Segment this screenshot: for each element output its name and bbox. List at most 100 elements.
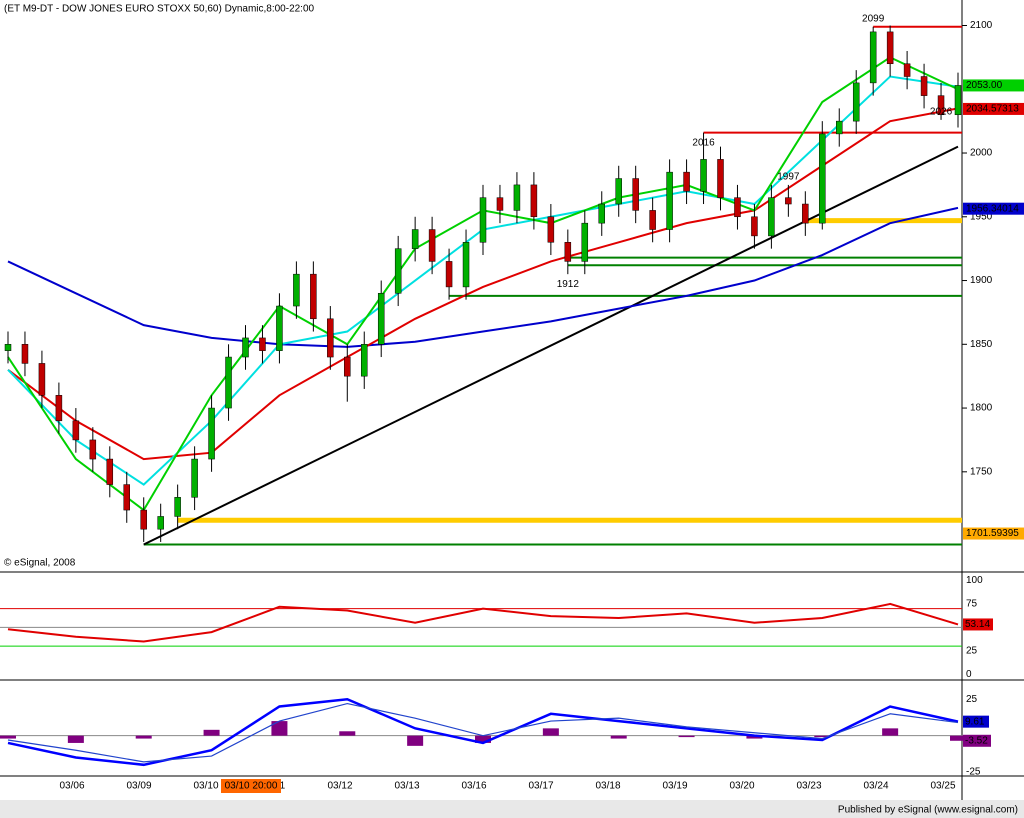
- histogram-bar: [67, 735, 84, 743]
- x-tick-label: 03/13: [394, 781, 419, 792]
- candle-body: [327, 318, 334, 358]
- candle-body: [4, 344, 12, 351]
- histogram-bar: [475, 735, 491, 743]
- price-annotation: 2026: [930, 107, 953, 118]
- y-tick-label: 25: [966, 694, 978, 705]
- histogram-bar: [542, 728, 559, 736]
- value-box: [963, 734, 991, 747]
- histogram-bar: [950, 735, 966, 741]
- candle-body: [106, 458, 114, 485]
- candle-body: [937, 95, 945, 116]
- y-tick-label: 2000: [970, 148, 993, 159]
- value-box-label: 9.61: [965, 716, 985, 727]
- copyright: © eSignal, 2008: [4, 558, 76, 569]
- cursor-label: 03/10 20:00: [225, 781, 278, 792]
- candle-body: [564, 242, 572, 262]
- histogram-bar: [882, 728, 899, 736]
- candle-body: [547, 216, 555, 243]
- value-box-label: 1956.34014: [966, 203, 1019, 214]
- candle-body: [717, 159, 724, 198]
- candle-body: [920, 76, 928, 96]
- candle-body: [191, 458, 198, 498]
- x-tick-label: 03/24: [863, 781, 888, 792]
- candle-body: [38, 363, 46, 396]
- y-tick-label: 100: [966, 575, 983, 586]
- candle-body: [344, 356, 351, 377]
- price-annotation: 1912: [557, 279, 580, 290]
- value-box-label: 53.14: [965, 619, 990, 630]
- candle-body: [174, 497, 181, 517]
- candle-body: [428, 229, 436, 262]
- y-tick-label: 1850: [970, 339, 993, 350]
- candle-body: [225, 356, 232, 409]
- candle-body: [581, 222, 589, 262]
- candle-body: [700, 159, 707, 192]
- candle-body: [496, 197, 504, 211]
- value-box-label: 2053.00: [966, 80, 1003, 91]
- y-tick-label: 1950: [970, 211, 993, 222]
- x-tick-label: 03/23: [796, 781, 821, 792]
- x-tick-label: 03/12: [327, 781, 352, 792]
- y-tick-label: 1750: [970, 466, 993, 477]
- candle-body: [123, 484, 130, 511]
- candle-body: [683, 171, 690, 192]
- histogram-bar: [610, 735, 627, 739]
- x-tick-label: 03/18: [595, 781, 620, 792]
- x-tick-label: 03/06: [59, 781, 84, 792]
- candle-body: [886, 31, 894, 65]
- rsi-line: [7, 602, 959, 643]
- candle-body: [310, 273, 317, 320]
- candle-body: [21, 344, 29, 364]
- chart-title: (ET M9-DT - DOW JONES EURO STOXX 50,60) …: [4, 4, 315, 15]
- moving-average: [7, 107, 959, 461]
- candle-body: [649, 210, 656, 230]
- value-box: [963, 618, 993, 631]
- histogram-bar: [746, 735, 763, 739]
- x-tick-label: 03/19: [662, 781, 687, 792]
- y-tick-label: 75: [966, 599, 978, 610]
- candle-body: [530, 184, 538, 218]
- value-box: [963, 79, 1024, 92]
- y-tick-label: 2100: [970, 20, 993, 31]
- candle-body: [276, 305, 283, 351]
- candle-body: [479, 197, 487, 243]
- candle-body: [785, 197, 792, 205]
- y-tick-label: 25: [966, 645, 978, 656]
- histogram-bar: [407, 735, 424, 746]
- candle-body: [242, 337, 249, 358]
- y-tick-label: 0: [966, 669, 972, 680]
- candle-body: [819, 133, 826, 224]
- histogram-bar: [135, 735, 152, 739]
- footer-bar: [0, 800, 1024, 818]
- candle-body: [259, 337, 266, 351]
- candle-body: [361, 344, 368, 377]
- candle-body: [377, 293, 385, 345]
- moving-average: [7, 206, 959, 348]
- candle-body: [751, 216, 758, 237]
- candle-body: [445, 261, 453, 288]
- value-box: [963, 715, 989, 728]
- candle-body: [954, 85, 962, 116]
- price-annotation: 2016: [692, 137, 715, 148]
- candle-body: [140, 509, 147, 530]
- value-box-label: 2034.57313: [966, 104, 1019, 115]
- histogram-bar: [339, 731, 356, 736]
- x-tick-label: 03/17: [528, 781, 553, 792]
- histogram-bar: [203, 729, 220, 736]
- footer: Published by eSignal (www.esignal.com): [838, 805, 1018, 816]
- cursor-box: [221, 779, 281, 793]
- candle-body: [615, 178, 622, 205]
- histogram-bar: [271, 721, 288, 736]
- candle-body: [734, 197, 741, 218]
- candle-body: [632, 178, 639, 211]
- candle-body: [411, 229, 419, 249]
- candle-body: [293, 273, 300, 307]
- value-box: [963, 202, 1024, 215]
- candle-body: [869, 31, 877, 84]
- candle-body: [836, 120, 843, 135]
- value-box: [963, 102, 1024, 115]
- x-tick-label: 03/10: [193, 781, 218, 792]
- histogram-bar: [678, 735, 695, 738]
- candle-body: [768, 197, 775, 237]
